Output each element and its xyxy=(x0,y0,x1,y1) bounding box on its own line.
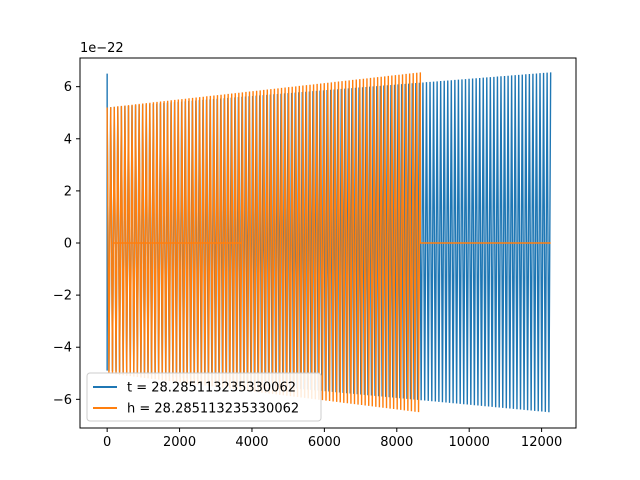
y-tick-label: 6 xyxy=(64,80,72,95)
x-tick-label: 8000 xyxy=(380,435,413,450)
y-tick-label: −6 xyxy=(53,393,72,408)
x-tick-label: 0 xyxy=(103,435,111,450)
y-axis-offset-text: 1e−22 xyxy=(80,41,124,56)
x-tick-label: 6000 xyxy=(308,435,341,450)
x-tick-label: 12000 xyxy=(521,435,562,450)
y-tick-label: 0 xyxy=(64,237,72,252)
y-axis-ticks: −6 −4 −2 0 2 4 6 xyxy=(53,80,80,408)
y-tick-label: 4 xyxy=(64,132,72,147)
y-tick-label: −4 xyxy=(53,341,72,356)
y-tick-label: 2 xyxy=(64,184,72,199)
x-tick-label: 2000 xyxy=(163,435,196,450)
legend-label: h = 28.285113235330062 xyxy=(127,402,299,417)
legend: t = 28.285113235330062 h = 28.28511323533… xyxy=(86,372,322,422)
x-axis-ticks: 0 2000 4000 6000 8000 10000 12000 xyxy=(103,428,562,450)
y-tick-label: −2 xyxy=(53,289,72,304)
x-tick-label: 10000 xyxy=(449,435,490,450)
legend-label: t = 28.285113235330062 xyxy=(127,381,296,396)
legend-box xyxy=(86,372,322,422)
x-tick-label: 4000 xyxy=(235,435,268,450)
